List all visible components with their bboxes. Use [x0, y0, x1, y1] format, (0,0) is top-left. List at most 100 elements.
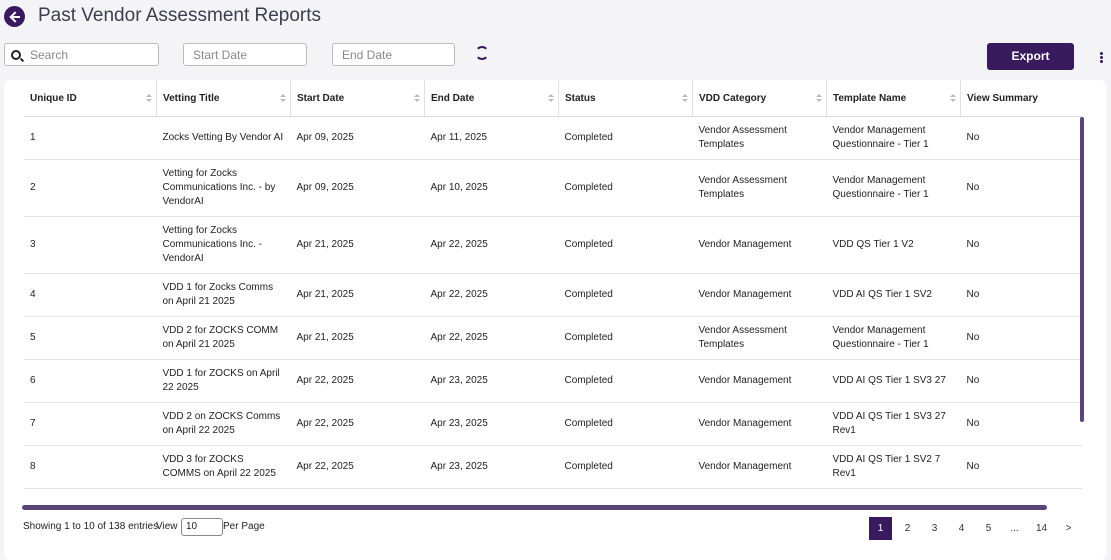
- column-header[interactable]: VDD Category: [692, 80, 827, 117]
- table-cell: 8: [24, 445, 157, 489]
- column-header[interactable]: Vetting Title: [156, 80, 291, 117]
- table-row: 2 Vetting for Zocks Communications Inc. -…: [24, 159, 1082, 217]
- page-button[interactable]: ...: [1010, 523, 1019, 534]
- table-cell: Completed: [558, 359, 693, 403]
- table-row: 5 VDD 2 for ZOCKS COMM on April 21 2025 Ap…: [24, 316, 1082, 360]
- back-button[interactable]: [4, 6, 25, 27]
- column-header[interactable]: Template Name: [826, 80, 961, 117]
- column-title: VDD Category: [699, 92, 767, 104]
- table-card: Unique ID Vetting Title Start Date End Date…: [4, 80, 1106, 560]
- table-cell: VDD 1 for ZOCKS on April 22 2025: [156, 359, 291, 403]
- table-cell: VDD 2 on ZOCKS Comms on April 22 2025: [156, 402, 291, 446]
- table-row: 4 VDD 1 for Zocks Comms on April 21 2025 A…: [24, 273, 1082, 317]
- search-icon: [11, 50, 21, 60]
- header-row: Unique ID Vetting Title Start Date End Date…: [24, 80, 1082, 117]
- column-title: End Date: [431, 92, 475, 104]
- table-cell: Vendor Management Questionnaire - Tier 1: [826, 316, 961, 360]
- page-button[interactable]: 1: [869, 517, 892, 540]
- table-cell: No: [960, 402, 1082, 446]
- table-cell: VDD 2 for ZOCKS COMM on April 21 2025: [156, 316, 291, 360]
- table-cell: Vendor Management: [692, 273, 827, 317]
- page-button[interactable]: 4: [958, 523, 965, 534]
- column-header[interactable]: Unique ID: [24, 80, 157, 117]
- table-cell: 5: [24, 316, 157, 360]
- vertical-scrollbar[interactable]: [1080, 117, 1084, 422]
- table-cell: 7: [24, 402, 157, 446]
- table-cell: No: [960, 359, 1082, 403]
- table-cell: No: [960, 316, 1082, 360]
- sort-icon: [280, 94, 286, 102]
- table-cell: 4: [24, 273, 157, 317]
- table-cell: Apr 10, 2025: [424, 159, 559, 217]
- column-title: Vetting Title: [163, 92, 220, 104]
- sort-icon: [682, 94, 688, 102]
- table-cell: Apr 11, 2025: [424, 116, 559, 160]
- page-button[interactable]: 2: [904, 523, 911, 534]
- column-title: View Summary: [967, 92, 1038, 104]
- table-cell: Completed: [558, 316, 693, 360]
- export-button[interactable]: Export: [987, 43, 1074, 70]
- column-title: Template Name: [833, 92, 907, 104]
- column-title: Start Date: [297, 92, 345, 104]
- table-cell: Apr 23, 2025: [424, 402, 559, 446]
- column-title: Status: [565, 92, 596, 104]
- table-cell: VDD AI QS Tier 1 SV3 27: [826, 359, 961, 403]
- table-cell: 2: [24, 159, 157, 217]
- column-header[interactable]: View Summary: [960, 80, 1082, 117]
- page-button[interactable]: 3: [931, 523, 938, 534]
- table-cell: Completed: [558, 159, 693, 217]
- page-title: Past Vendor Assessment Reports: [38, 5, 322, 26]
- table-cell: No: [960, 273, 1082, 317]
- table-cell: VDD QS Tier 1 V2: [826, 216, 961, 274]
- table-cell: Apr 09, 2025: [290, 159, 425, 217]
- table-cell: Vendor Management Questionnaire - Tier 1: [826, 159, 961, 217]
- table-cell: VDD 1 for Zocks Comms on April 21 2025: [156, 273, 291, 317]
- column-header[interactable]: End Date: [424, 80, 559, 117]
- page-button[interactable]: >: [1065, 523, 1072, 534]
- table-cell: Apr 21, 2025: [290, 216, 425, 274]
- table-cell: No: [960, 216, 1082, 274]
- table-cell: Vendor Assessment Templates: [692, 116, 827, 160]
- table-cell: Apr 22, 2025: [424, 273, 559, 317]
- reports-table: Unique ID Vetting Title Start Date End Date…: [24, 80, 1082, 489]
- table-cell: Completed: [558, 116, 693, 160]
- view-label: View: [156, 521, 178, 532]
- sort-icon: [146, 94, 152, 102]
- end-date-input[interactable]: End Date: [332, 43, 455, 66]
- table-cell: Apr 22, 2025: [290, 402, 425, 446]
- refresh-button[interactable]: [475, 46, 489, 60]
- table-cell: Apr 09, 2025: [290, 116, 425, 160]
- table-cell: Vetting for Zocks Communications Inc. - …: [156, 216, 291, 274]
- sort-icon: [414, 94, 420, 102]
- table-cell: Zocks Vetting By Vendor AI: [156, 116, 291, 160]
- table-cell: VDD AI QS Tier 1 SV3 27 Rev1: [826, 402, 961, 446]
- table-cell: Vendor Management: [692, 359, 827, 403]
- sort-icon: [950, 94, 956, 102]
- horizontal-scrollbar[interactable]: [22, 505, 1047, 510]
- table-cell: Apr 23, 2025: [424, 359, 559, 403]
- more-menu[interactable]: [1100, 52, 1103, 55]
- table-body: 1 Zocks Vetting By Vendor AI Apr 09, 2025 A…: [24, 116, 1082, 489]
- page-button[interactable]: 5: [985, 523, 992, 534]
- table-cell: Apr 22, 2025: [424, 316, 559, 360]
- table-cell: 3: [24, 216, 157, 274]
- page-button[interactable]: 14: [1035, 523, 1048, 534]
- column-header[interactable]: Start Date: [290, 80, 425, 117]
- table-cell: Completed: [558, 216, 693, 274]
- start-date-input[interactable]: Start Date: [183, 43, 307, 66]
- column-header[interactable]: Status: [558, 80, 693, 117]
- table-cell: Vendor Assessment Templates: [692, 159, 827, 217]
- search-input[interactable]: Search: [4, 43, 159, 66]
- table-row: 7 VDD 2 on ZOCKS Comms on April 22 2025 Ap…: [24, 402, 1082, 446]
- table-cell: Completed: [558, 273, 693, 317]
- table-cell: 6: [24, 359, 157, 403]
- table-cell: Apr 22, 2025: [424, 216, 559, 274]
- table-cell: Completed: [558, 402, 693, 446]
- table-cell: VDD AI QS Tier 1 SV2: [826, 273, 961, 317]
- entries-info: Showing 1 to 10 of 138 entries: [23, 521, 159, 532]
- table-row: 3 Vetting for Zocks Communications Inc. -…: [24, 216, 1082, 274]
- per-page-select[interactable]: 10: [181, 518, 223, 536]
- table-cell: Completed: [558, 445, 693, 489]
- table-cell: 1: [24, 116, 157, 160]
- table-cell: Vendor Assessment Templates: [692, 316, 827, 360]
